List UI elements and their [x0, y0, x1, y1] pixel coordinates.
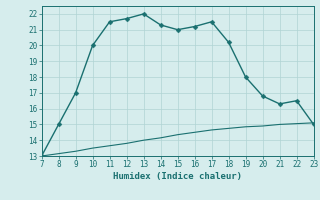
X-axis label: Humidex (Indice chaleur): Humidex (Indice chaleur): [113, 172, 242, 181]
